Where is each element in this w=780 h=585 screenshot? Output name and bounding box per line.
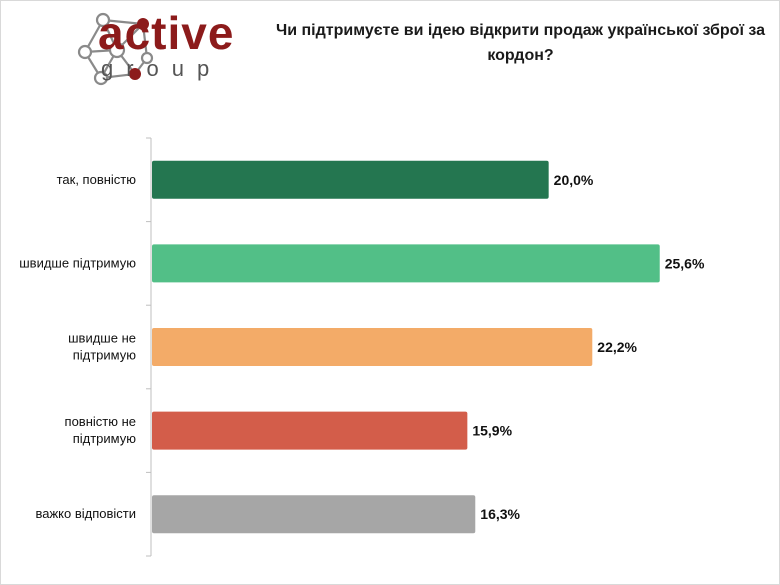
bar-4 (152, 411, 468, 450)
value-label-1: 20,0% (554, 172, 594, 188)
category-label-5: важко відповісти (35, 506, 136, 521)
category-label-line: повністю не (65, 414, 136, 429)
brand-name: active (98, 7, 235, 59)
category-label-line: підтримую (73, 348, 137, 363)
logo-network-icon (77, 12, 154, 86)
value-label-4: 15,9% (472, 423, 512, 439)
bar-2 (152, 244, 660, 283)
category-label-line: підтримую (73, 431, 137, 446)
category-label-line: швидше підтримую (19, 255, 136, 270)
category-label-1: так, повністю (57, 172, 137, 187)
category-label-line: важко відповісти (35, 506, 136, 521)
category-label-line: швидше не (68, 331, 136, 346)
category-label-line: так, повністю (57, 172, 137, 187)
brand-subtitle: group (101, 56, 223, 81)
category-label-2: швидше підтримую (19, 255, 136, 270)
value-label-3: 22,2% (597, 339, 637, 355)
bar-5 (152, 495, 476, 534)
bar-3 (152, 328, 593, 366)
value-label-5: 16,3% (480, 506, 520, 522)
bar-1 (152, 160, 549, 199)
value-label-2: 25,6% (665, 255, 705, 271)
category-label-4: повністю не підтримую (65, 414, 137, 446)
category-label-3: швидше не підтримую (68, 331, 136, 363)
chart-title: Чи підтримуєте ви ідею відкрити продаж у… (275, 22, 766, 64)
